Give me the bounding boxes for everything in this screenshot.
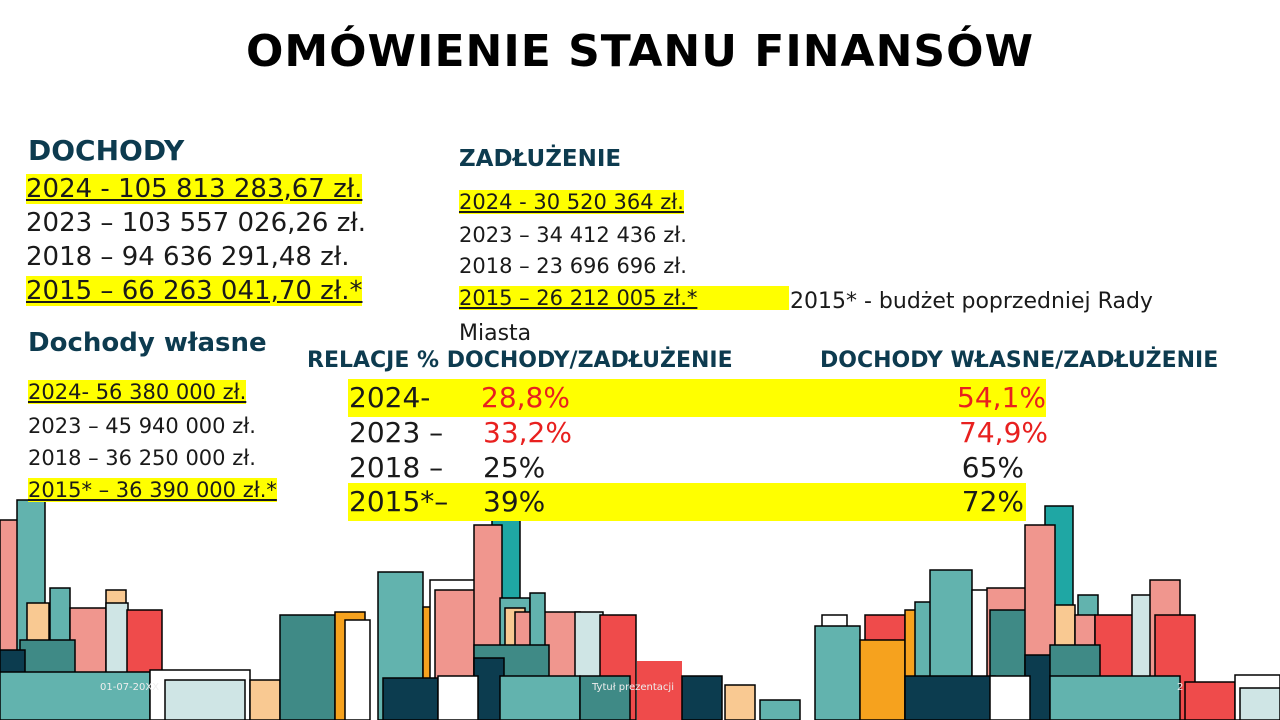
row-highlight — [348, 379, 1046, 417]
footer-title: Tytuł prezentacji — [592, 682, 674, 693]
row-year: 2018 – — [349, 451, 444, 484]
line: 2018 – 23 696 696 zł. — [459, 254, 687, 278]
line: 2015 – 66 263 041,70 zł.* — [26, 276, 363, 306]
note: 2015* - budżet poprzedniej Rady Miasta — [459, 289, 1153, 346]
line: 2015 – 26 212 005 zł.* — [459, 286, 789, 310]
page-number: 2 — [1177, 682, 1184, 693]
line: 2018 – 36 250 000 zł. — [28, 446, 256, 470]
row-year: 2024- — [349, 381, 431, 414]
ratio: 25% — [483, 451, 546, 484]
row-year: 2015*– — [349, 485, 449, 518]
ratio: 28,8% — [481, 381, 570, 414]
table-header: DOCHODY WŁASNE/ZADŁUŻENIE — [820, 348, 1219, 373]
ratio: 39% — [483, 485, 546, 518]
ratio: 33,2% — [483, 416, 572, 449]
line: 2024- 56 380 000 zł. — [28, 380, 247, 404]
ratio: 74,9% — [959, 416, 1048, 449]
ratio: 72% — [961, 485, 1024, 518]
line: 2024 - 105 813 283,67 zł. — [26, 174, 363, 204]
line: 2023 – 103 557 026,26 zł. — [26, 208, 367, 238]
heading: Dochody własne — [28, 328, 267, 358]
row-year: 2023 – — [349, 416, 444, 449]
heading: DOCHODY — [28, 134, 185, 167]
row-highlight — [348, 483, 1026, 521]
table-header: RELACJE % DOCHODY/ZADŁUŻENIE — [307, 348, 733, 373]
ratio: 65% — [961, 451, 1024, 484]
footer-date: 01-07-20XX — [100, 682, 160, 693]
line: 2023 – 45 940 000 zł. — [28, 414, 256, 438]
title: OMÓWIENIE STANU FINANSÓW — [245, 26, 1035, 77]
line: 2023 – 34 412 436 zł. — [459, 223, 687, 247]
line: 2018 – 94 636 291,48 zł. — [26, 242, 350, 272]
heading: ZADŁUŻENIE — [459, 146, 622, 172]
line: 2015* – 36 390 000 zł.* — [28, 478, 277, 502]
ratio: 54,1% — [957, 381, 1046, 414]
line: 2024 - 30 520 364 zł. — [459, 190, 684, 214]
